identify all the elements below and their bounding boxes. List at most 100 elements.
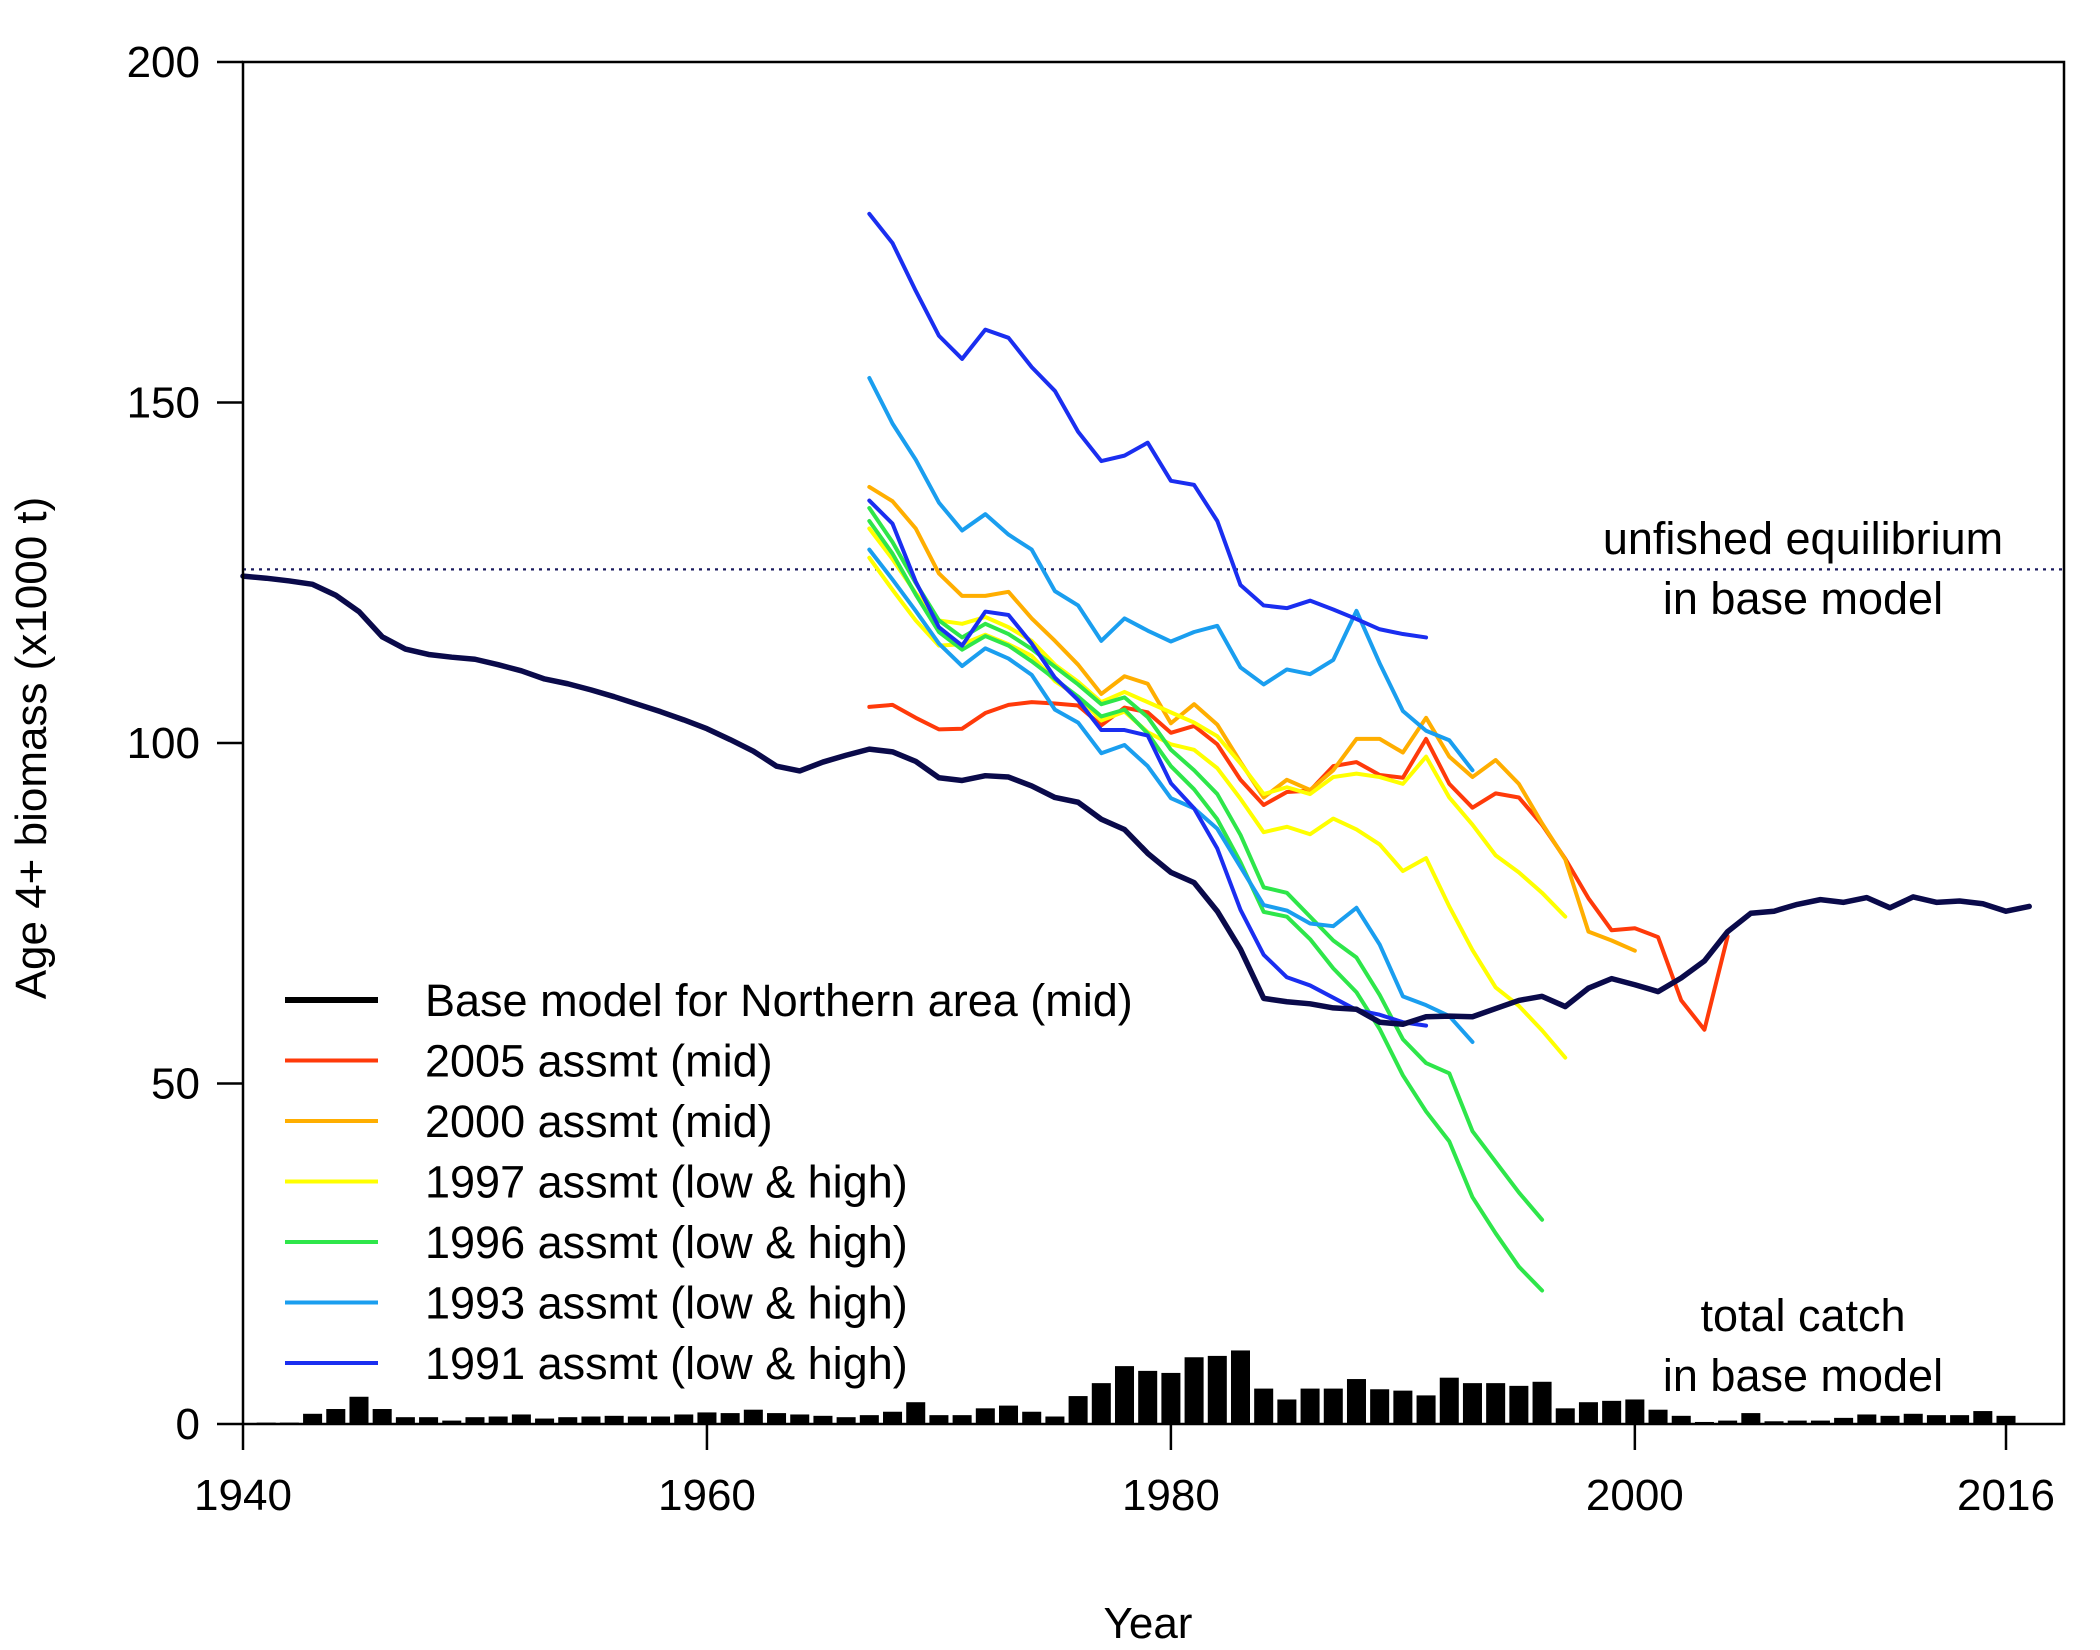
- catch-bar-1956: [604, 1415, 624, 1424]
- catch-bar-1963: [767, 1413, 787, 1424]
- catch-bar-2013: [1926, 1415, 1946, 1424]
- series-line-1996-assmt-high: [867, 506, 1545, 1222]
- catch-bar-1955: [581, 1416, 601, 1424]
- catch-bar-2007: [1787, 1420, 1807, 1424]
- catch-bar-1983: [1230, 1350, 1250, 1424]
- catch-bar-2001: [1648, 1409, 1668, 1424]
- catch-bar-1993: [1462, 1383, 1482, 1424]
- catch-bar-1943: [303, 1413, 323, 1424]
- catch-bar-1992: [1439, 1377, 1459, 1424]
- y-tick-label-50: 50: [151, 1060, 200, 1109]
- series-line-1991-assmt-high: [867, 211, 1429, 640]
- x-tick-label-1960: 1960: [658, 1471, 756, 1520]
- catch-bar-2015: [1973, 1411, 1993, 1424]
- catch-bar-1994: [1486, 1383, 1506, 1424]
- catch-bar-1975: [1045, 1416, 1065, 1424]
- catch-bar-1982: [1207, 1355, 1227, 1424]
- series-line-base-model-for-northern-area-mid: [240, 573, 2032, 1027]
- catch-bar-2012: [1903, 1413, 1923, 1424]
- catch-bar-2008: [1810, 1420, 1830, 1424]
- catch-bar-1978: [1114, 1366, 1135, 1424]
- catch-bar-1949: [442, 1420, 462, 1424]
- catch-bar-1945: [349, 1396, 369, 1424]
- catch-bar-1966: [836, 1417, 856, 1424]
- catch-bar-1990: [1393, 1390, 1413, 1424]
- catch-bar-1969: [906, 1402, 926, 1424]
- catch-bar-1962: [743, 1409, 763, 1424]
- unfished-equilibrium-label-line-1: unfished equilibrium: [1603, 513, 2003, 564]
- catch-bar-1953: [535, 1418, 555, 1424]
- catch-bar-1960: [697, 1412, 717, 1424]
- catch-bar-1989: [1370, 1389, 1390, 1424]
- legend-label-1997-assmt-low-high: 1997 assmt (low & high): [425, 1157, 908, 1208]
- catch-bar-1999: [1602, 1400, 1622, 1424]
- catch-bar-1988: [1346, 1379, 1366, 1424]
- y-tick-label-150: 150: [127, 379, 200, 428]
- catch-bar-2002: [1671, 1415, 1691, 1424]
- total-catch-label-line-1: total catch: [1700, 1290, 1905, 1341]
- catch-bar-1972: [975, 1408, 995, 1424]
- legend-label-1996-assmt-low-high: 1996 assmt (low & high): [425, 1217, 908, 1268]
- catch-bar-1986: [1300, 1388, 1320, 1424]
- catch-bar-1964: [790, 1414, 810, 1424]
- total-catch-label-line-2: in base model: [1663, 1350, 1943, 1401]
- catch-bar-2011: [1880, 1415, 1900, 1424]
- catch-bar-1995: [1509, 1385, 1529, 1424]
- y-tick-label-0: 0: [176, 1400, 200, 1449]
- catch-bar-1950: [465, 1417, 485, 1424]
- series-line-2000-assmt-mid: [867, 484, 1637, 953]
- catch-bar-1981: [1184, 1357, 1204, 1424]
- catch-bar-1997: [1555, 1408, 1575, 1424]
- catch-bar-1980: [1161, 1372, 1181, 1424]
- catch-bar-1979: [1138, 1370, 1158, 1424]
- catch-bars: [256, 1350, 2016, 1424]
- catch-bar-1952: [511, 1414, 531, 1424]
- x-tick-label-1980: 1980: [1122, 1471, 1220, 1520]
- catch-bar-1957: [627, 1416, 647, 1424]
- catch-bar-1974: [1022, 1411, 1042, 1424]
- catch-bar-1971: [952, 1415, 972, 1424]
- catch-bar-1998: [1578, 1402, 1598, 1424]
- catch-bar-1991: [1416, 1395, 1436, 1424]
- legend-label-1991-assmt-low-high: 1991 assmt (low & high): [425, 1338, 908, 1389]
- series-line-1996-assmt-low: [867, 518, 1545, 1293]
- catch-bar-1987: [1323, 1388, 1343, 1424]
- legend-label-1993-assmt-low-high: 1993 assmt (low & high): [425, 1278, 908, 1329]
- legend: Base model for Northern area (mid) 2005 a…: [285, 975, 1133, 1389]
- catch-bar-1965: [813, 1415, 833, 1424]
- catch-bar-1959: [674, 1414, 694, 1424]
- y-tick-label-100: 100: [127, 719, 200, 768]
- catch-bar-1984: [1254, 1388, 1274, 1424]
- catch-bar-1948: [419, 1417, 439, 1424]
- catch-bar-1996: [1532, 1381, 1552, 1424]
- y-tick-label-200: 200: [127, 38, 200, 87]
- catch-bar-1973: [999, 1405, 1019, 1424]
- series-line-1993-assmt-high: [867, 375, 1475, 773]
- catch-bar-2006: [1764, 1421, 1784, 1424]
- series-line-1997-assmt-high: [867, 526, 1568, 919]
- catch-bar-1970: [929, 1415, 949, 1424]
- catch-bar-1985: [1277, 1399, 1297, 1424]
- catch-bar-2009: [1834, 1417, 1854, 1424]
- catch-bar-1946: [372, 1409, 392, 1424]
- catch-bar-1944: [326, 1409, 346, 1424]
- x-axis: 1940 1960 1980 2000 2016: [194, 1424, 2055, 1520]
- catch-bar-2004: [1718, 1420, 1738, 1424]
- catch-bar-1947: [395, 1417, 415, 1424]
- legend-label-2005-assmt-mid: 2005 assmt (mid): [425, 1036, 773, 1087]
- x-tick-label-2000: 2000: [1586, 1471, 1684, 1520]
- catch-bar-2000: [1625, 1399, 1645, 1424]
- legend-label-base-model-for-northern-area-mid: Base model for Northern area (mid): [425, 975, 1133, 1026]
- unfished-equilibrium-label-line-2: in base model: [1663, 573, 1943, 624]
- series-lines: [240, 211, 2032, 1293]
- y-axis-title: Age 4+ biomass (x1000 t): [7, 497, 56, 1000]
- series-line-1993-assmt-low: [867, 547, 1475, 1044]
- catch-bar-2005: [1741, 1413, 1761, 1424]
- catch-bar-1951: [488, 1416, 508, 1424]
- catch-bar-2010: [1857, 1414, 1877, 1424]
- x-axis-title: Year: [1104, 1599, 1193, 1648]
- x-tick-label-2016: 2016: [1957, 1471, 2055, 1520]
- catch-bar-1967: [859, 1415, 879, 1424]
- y-axis: 0 50 100 150 200: [127, 38, 243, 1449]
